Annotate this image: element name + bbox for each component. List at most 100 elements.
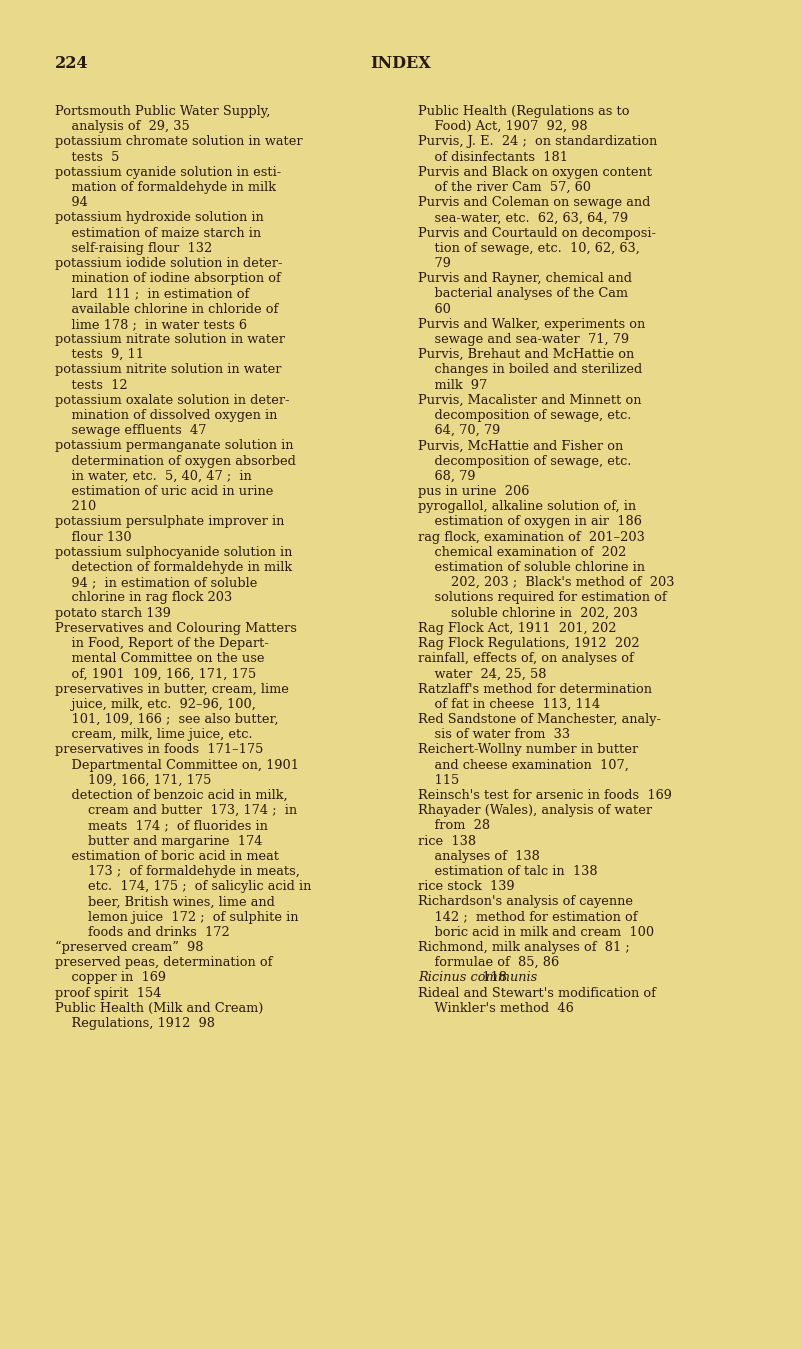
Text: Winkler's method  46: Winkler's method 46	[418, 1002, 574, 1014]
Text: 173 ;  of formaldehyde in meats,: 173 ; of formaldehyde in meats,	[55, 865, 300, 878]
Text: Richmond, milk analyses of  81 ;: Richmond, milk analyses of 81 ;	[418, 942, 630, 954]
Text: 142 ;  method for estimation of: 142 ; method for estimation of	[418, 911, 638, 924]
Text: detection of formaldehyde in milk: detection of formaldehyde in milk	[55, 561, 292, 575]
Text: Public Health (Regulations as to: Public Health (Regulations as to	[418, 105, 630, 117]
Text: Purvis, Brehaut and McHattie on: Purvis, Brehaut and McHattie on	[418, 348, 634, 362]
Text: 118: 118	[473, 971, 507, 985]
Text: estimation of uric acid in urine: estimation of uric acid in urine	[55, 486, 273, 498]
Text: 64, 70, 79: 64, 70, 79	[418, 424, 501, 437]
Text: etc.  174, 175 ;  of salicylic acid in: etc. 174, 175 ; of salicylic acid in	[55, 880, 312, 893]
Text: potassium nitrite solution in water: potassium nitrite solution in water	[55, 363, 281, 376]
Text: Departmental Committee on, 1901: Departmental Committee on, 1901	[55, 758, 299, 772]
Text: flour 130: flour 130	[55, 530, 131, 544]
Text: preserved peas, determination of: preserved peas, determination of	[55, 956, 272, 969]
Text: 68, 79: 68, 79	[418, 469, 476, 483]
Text: estimation of oxygen in air  186: estimation of oxygen in air 186	[418, 515, 642, 529]
Text: Reichert-Wollny number in butter: Reichert-Wollny number in butter	[418, 743, 638, 757]
Text: Rhayader (Wales), analysis of water: Rhayader (Wales), analysis of water	[418, 804, 652, 817]
Text: estimation of soluble chlorine in: estimation of soluble chlorine in	[418, 561, 645, 575]
Text: lime 178 ;  in water tests 6: lime 178 ; in water tests 6	[55, 318, 247, 331]
Text: chlorine in rag flock 203: chlorine in rag flock 203	[55, 591, 232, 604]
Text: mination of iodine absorption of: mination of iodine absorption of	[55, 272, 280, 285]
Text: potassium oxalate solution in deter-: potassium oxalate solution in deter-	[55, 394, 290, 407]
Text: of fat in cheese  113, 114: of fat in cheese 113, 114	[418, 697, 600, 711]
Text: potassium chromate solution in water: potassium chromate solution in water	[55, 135, 303, 148]
Text: potato starch 139: potato starch 139	[55, 607, 171, 619]
Text: potassium nitrate solution in water: potassium nitrate solution in water	[55, 333, 285, 345]
Text: Purvis and Courtauld on decomposi-: Purvis and Courtauld on decomposi-	[418, 227, 656, 240]
Text: meats  174 ;  of fluorides in: meats 174 ; of fluorides in	[55, 819, 268, 832]
Text: Purvis and Rayner, chemical and: Purvis and Rayner, chemical and	[418, 272, 632, 285]
Text: Ratzlaff's method for determination: Ratzlaff's method for determination	[418, 683, 652, 696]
Text: of disinfectants  181: of disinfectants 181	[418, 151, 568, 163]
Text: Richardson's analysis of cayenne: Richardson's analysis of cayenne	[418, 896, 633, 908]
Text: chemical examination of  202: chemical examination of 202	[418, 546, 626, 558]
Text: beer, British wines, lime and: beer, British wines, lime and	[55, 896, 275, 908]
Text: solutions required for estimation of: solutions required for estimation of	[418, 591, 666, 604]
Text: sis of water from  33: sis of water from 33	[418, 728, 570, 741]
Text: Rideal and Stewart's modification of: Rideal and Stewart's modification of	[418, 986, 656, 1000]
Text: 224: 224	[55, 55, 89, 71]
Text: 60: 60	[418, 302, 451, 316]
Text: 202, 203 ;  Black's method of  203: 202, 203 ; Black's method of 203	[418, 576, 674, 590]
Text: Purvis and Black on oxygen content: Purvis and Black on oxygen content	[418, 166, 652, 179]
Text: decomposition of sewage, etc.: decomposition of sewage, etc.	[418, 409, 631, 422]
Text: preservatives in butter, cream, lime: preservatives in butter, cream, lime	[55, 683, 289, 696]
Text: lemon juice  172 ;  of sulphite in: lemon juice 172 ; of sulphite in	[55, 911, 299, 924]
Text: bacterial analyses of the Cam: bacterial analyses of the Cam	[418, 287, 628, 301]
Text: from  28: from 28	[418, 819, 490, 832]
Text: Preservatives and Colouring Matters: Preservatives and Colouring Matters	[55, 622, 297, 635]
Text: Ricinus communis: Ricinus communis	[418, 971, 537, 985]
Text: 79: 79	[418, 258, 451, 270]
Text: 115: 115	[418, 774, 459, 786]
Text: estimation of talc in  138: estimation of talc in 138	[418, 865, 598, 878]
Text: mination of dissolved oxygen in: mination of dissolved oxygen in	[55, 409, 277, 422]
Text: cream, milk, lime juice, etc.: cream, milk, lime juice, etc.	[55, 728, 252, 741]
Text: butter and margarine  174: butter and margarine 174	[55, 835, 263, 847]
Text: tests  9, 11: tests 9, 11	[55, 348, 144, 362]
Text: sewage and sea-water  71, 79: sewage and sea-water 71, 79	[418, 333, 629, 345]
Text: foods and drinks  172: foods and drinks 172	[55, 925, 230, 939]
Text: sea-water, etc.  62, 63, 64, 79: sea-water, etc. 62, 63, 64, 79	[418, 212, 628, 224]
Text: rice stock  139: rice stock 139	[418, 880, 514, 893]
Text: Regulations, 1912  98: Regulations, 1912 98	[55, 1017, 215, 1031]
Text: Red Sandstone of Manchester, analy-: Red Sandstone of Manchester, analy-	[418, 714, 661, 726]
Text: soluble chlorine in  202, 203: soluble chlorine in 202, 203	[418, 607, 638, 619]
Text: Purvis and Coleman on sewage and: Purvis and Coleman on sewage and	[418, 196, 650, 209]
Text: estimation of boric acid in meat: estimation of boric acid in meat	[55, 850, 279, 863]
Text: Reinsch's test for arsenic in foods  169: Reinsch's test for arsenic in foods 169	[418, 789, 672, 803]
Text: pus in urine  206: pus in urine 206	[418, 486, 529, 498]
Text: “preserved cream”  98: “preserved cream” 98	[55, 942, 203, 954]
Text: available chlorine in chloride of: available chlorine in chloride of	[55, 302, 278, 316]
Text: pyrogallol, alkaline solution of, in: pyrogallol, alkaline solution of, in	[418, 500, 636, 513]
Text: Public Health (Milk and Cream): Public Health (Milk and Cream)	[55, 1002, 264, 1014]
Text: sewage effluents  47: sewage effluents 47	[55, 424, 207, 437]
Text: juice, milk, etc.  92–96, 100,: juice, milk, etc. 92–96, 100,	[55, 697, 256, 711]
Text: determination of oxygen absorbed: determination of oxygen absorbed	[55, 455, 296, 468]
Text: potassium sulphocyanide solution in: potassium sulphocyanide solution in	[55, 546, 292, 558]
Text: of the river Cam  57, 60: of the river Cam 57, 60	[418, 181, 591, 194]
Text: preservatives in foods  171–175: preservatives in foods 171–175	[55, 743, 264, 757]
Text: decomposition of sewage, etc.: decomposition of sewage, etc.	[418, 455, 631, 468]
Text: milk  97: milk 97	[418, 379, 487, 391]
Text: Food) Act, 1907  92, 98: Food) Act, 1907 92, 98	[418, 120, 588, 134]
Text: in water, etc.  5, 40, 47 ;  in: in water, etc. 5, 40, 47 ; in	[55, 469, 252, 483]
Text: rice  138: rice 138	[418, 835, 476, 847]
Text: Purvis, Macalister and Minnett on: Purvis, Macalister and Minnett on	[418, 394, 642, 407]
Text: 109, 166, 171, 175: 109, 166, 171, 175	[55, 774, 211, 786]
Text: potassium persulphate improver in: potassium persulphate improver in	[55, 515, 284, 529]
Text: Rag Flock Regulations, 1912  202: Rag Flock Regulations, 1912 202	[418, 637, 640, 650]
Text: estimation of maize starch in: estimation of maize starch in	[55, 227, 261, 240]
Text: water  24, 25, 58: water 24, 25, 58	[418, 668, 546, 680]
Text: and cheese examination  107,: and cheese examination 107,	[418, 758, 629, 772]
Text: 101, 109, 166 ;  see also butter,: 101, 109, 166 ; see also butter,	[55, 714, 279, 726]
Text: potassium iodide solution in deter-: potassium iodide solution in deter-	[55, 258, 283, 270]
Text: analyses of  138: analyses of 138	[418, 850, 540, 863]
Text: of, 1901  109, 166, 171, 175: of, 1901 109, 166, 171, 175	[55, 668, 256, 680]
Text: detection of benzoic acid in milk,: detection of benzoic acid in milk,	[55, 789, 288, 803]
Text: 94 ;  in estimation of soluble: 94 ; in estimation of soluble	[55, 576, 257, 590]
Text: mation of formaldehyde in milk: mation of formaldehyde in milk	[55, 181, 276, 194]
Text: Purvis, J. E.  24 ;  on standardization: Purvis, J. E. 24 ; on standardization	[418, 135, 658, 148]
Text: proof spirit  154: proof spirit 154	[55, 986, 162, 1000]
Text: rainfall, effects of, on analyses of: rainfall, effects of, on analyses of	[418, 652, 634, 665]
